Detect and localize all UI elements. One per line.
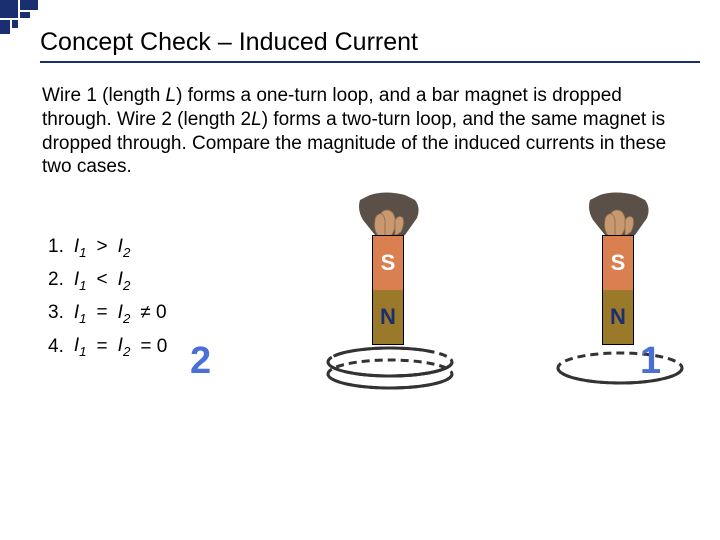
label-two: 2: [190, 340, 211, 383]
option-lhs: I1: [70, 265, 91, 296]
label-one: 1: [640, 340, 661, 383]
option-tail: ≠ 0: [136, 298, 171, 329]
slide-title-row: Concept Check – Induced Current: [40, 28, 700, 57]
option-rhs: I2: [114, 265, 135, 296]
q-var: L: [251, 109, 262, 130]
diagram-area: S N S N: [300, 190, 700, 470]
option-num: 1.: [44, 232, 68, 263]
option-row: 4. I1 = I2 = 0: [44, 331, 171, 362]
option-lhs: I1: [70, 298, 91, 329]
hand-icon: [355, 190, 425, 240]
option-op: <: [93, 265, 112, 296]
option-num: 4.: [44, 331, 68, 362]
option-num: 2.: [44, 265, 68, 296]
option-row: 2. I1 < I2: [44, 265, 171, 296]
option-tail: [136, 265, 171, 296]
option-rhs: I2: [114, 232, 135, 263]
two-turn-coil-icon: [320, 340, 460, 400]
title-underline: [40, 61, 700, 63]
option-op: =: [93, 298, 112, 329]
bar-magnet: S N: [602, 235, 634, 345]
magnet-south: S: [373, 236, 403, 290]
option-op: >: [93, 232, 112, 263]
options-table: 1. I1 > I2 2. I1 < I2 3. I1 = I2 ≠ 0 4. …: [42, 230, 173, 364]
slide-title: Concept Check – Induced Current: [40, 28, 700, 57]
magnet-north: N: [373, 290, 403, 344]
option-rhs: I2: [114, 298, 135, 329]
option-lhs: I1: [70, 232, 91, 263]
option-tail: = 0: [136, 331, 171, 362]
option-rhs: I2: [114, 331, 135, 362]
question-text: Wire 1 (length L) forms a one-turn loop,…: [42, 84, 680, 179]
one-turn-coil-icon: [550, 340, 690, 400]
option-row: 1. I1 > I2: [44, 232, 171, 263]
option-lhs: I1: [70, 331, 91, 362]
magnet-south: S: [603, 236, 633, 290]
magnet-north: N: [603, 290, 633, 344]
bar-magnet: S N: [372, 235, 404, 345]
answer-options: 1. I1 > I2 2. I1 < I2 3. I1 = I2 ≠ 0 4. …: [42, 230, 173, 364]
option-tail: [136, 232, 171, 263]
hand-icon: [585, 190, 655, 240]
q-part: Wire 1 (length: [42, 85, 166, 106]
option-op: =: [93, 331, 112, 362]
option-row: 3. I1 = I2 ≠ 0: [44, 298, 171, 329]
option-num: 3.: [44, 298, 68, 329]
q-var: L: [166, 85, 177, 106]
